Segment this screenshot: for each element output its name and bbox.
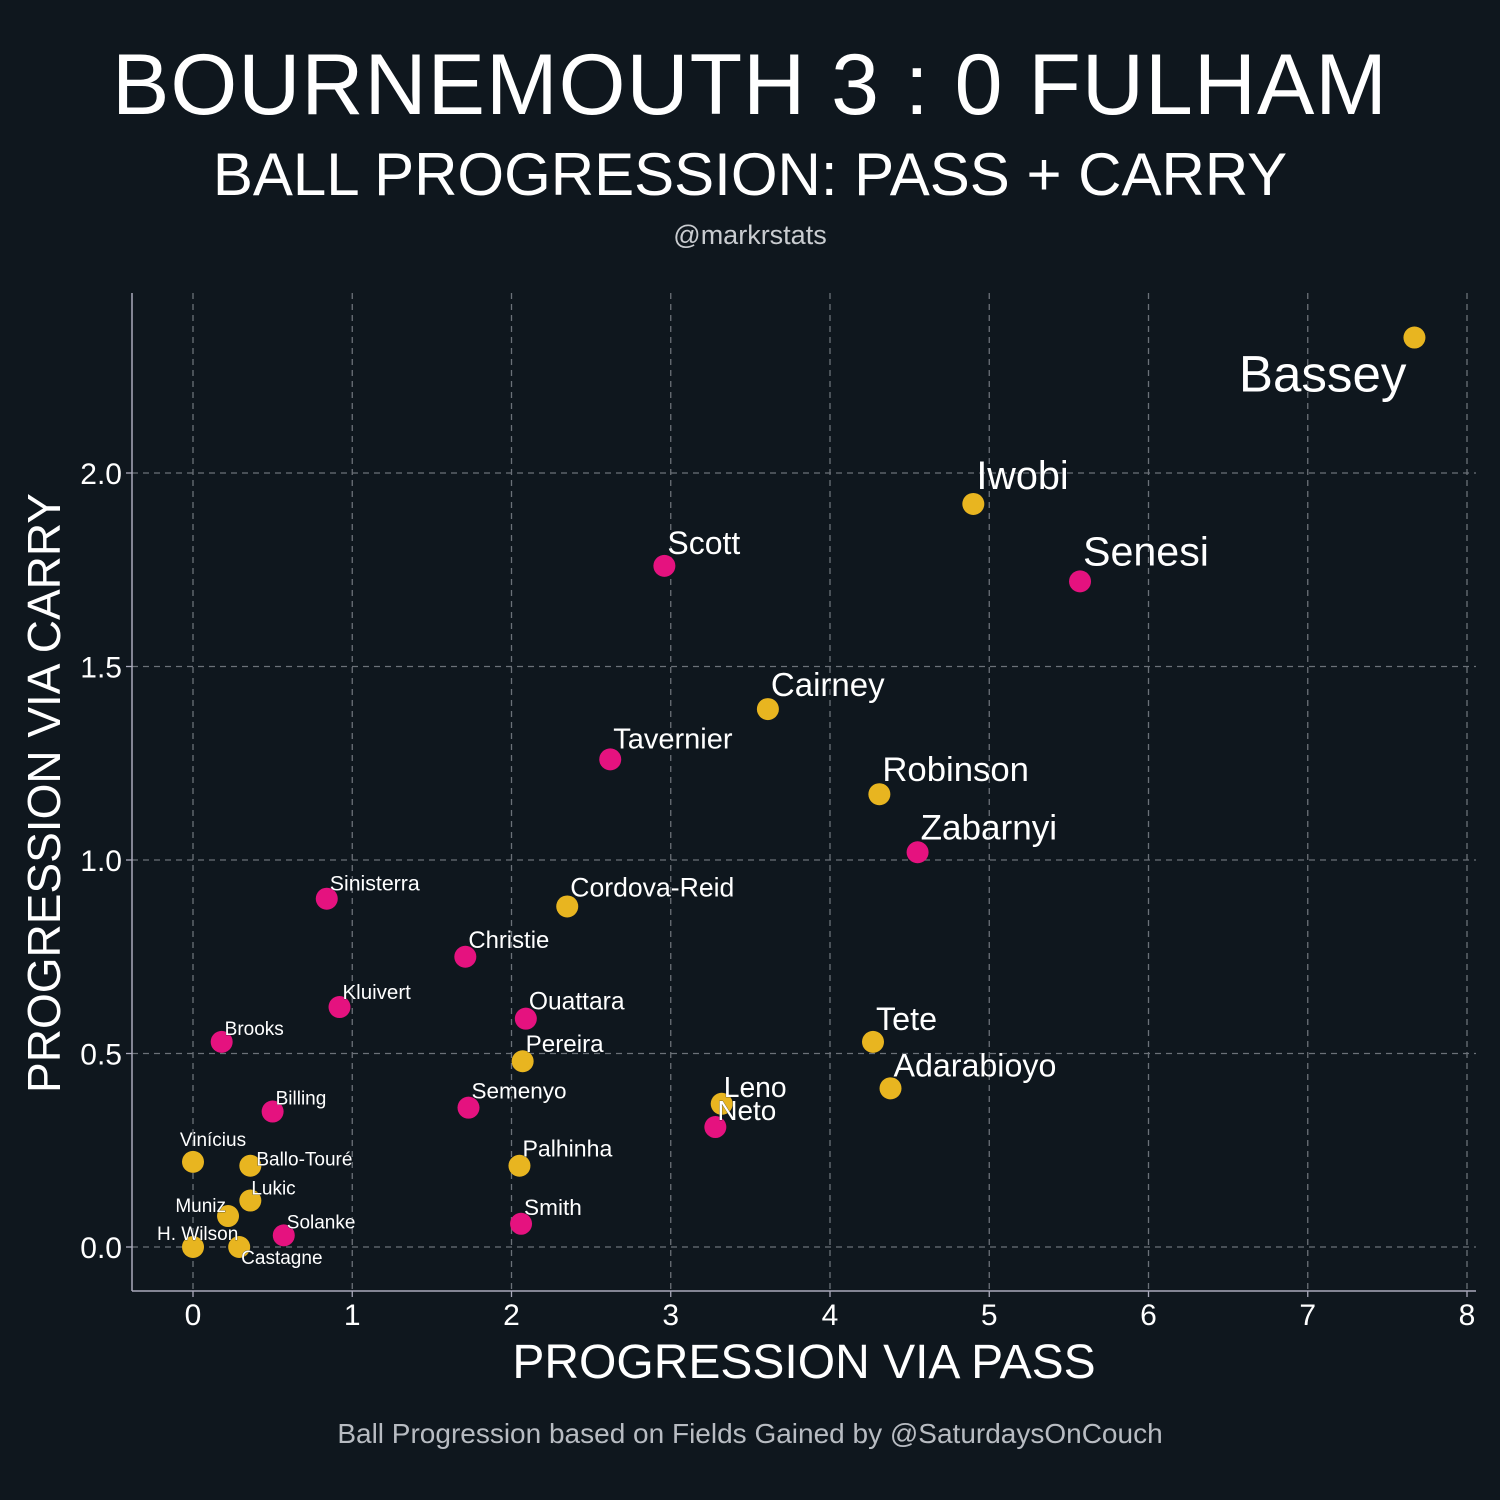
data-point-fulham <box>239 1154 262 1177</box>
data-point-fulham <box>182 1150 204 1173</box>
data-point-fulham <box>756 698 779 721</box>
y-tick-label: 0.0 <box>80 1232 122 1265</box>
point-label: H. Wilson <box>157 1224 238 1245</box>
data-point-bournemouth <box>510 1212 533 1235</box>
chart-subtitle: BALL PROGRESSION: PASS + CARRY <box>212 141 1288 208</box>
point-label: Neto <box>717 1095 776 1126</box>
point-label: Tavernier <box>613 723 733 755</box>
x-tick-label: 7 <box>1299 1299 1316 1332</box>
data-point-fulham <box>182 1236 204 1258</box>
data-point-fulham <box>556 895 579 918</box>
data-point-bournemouth <box>315 887 338 910</box>
point-label: Vinícius <box>180 1130 246 1151</box>
y-tick-label: 1.0 <box>80 845 122 878</box>
y-tick-label: 1.5 <box>80 652 122 685</box>
data-point-bournemouth <box>261 1100 284 1123</box>
chart-title: BOURNEMOUTH 3 : 0 FULHAM <box>112 37 1388 133</box>
point-label: Zabarnyi <box>921 808 1057 847</box>
x-tick-label: 5 <box>981 1299 998 1332</box>
data-point-fulham <box>879 1077 902 1100</box>
data-point-fulham <box>868 783 891 806</box>
data-point-bournemouth <box>653 554 676 577</box>
y-tick-label: 0.5 <box>80 1039 122 1072</box>
data-point-bournemouth <box>514 1007 537 1030</box>
point-label: Cairney <box>771 666 885 703</box>
x-tick-label: 2 <box>503 1299 520 1332</box>
x-tick-label: 3 <box>662 1299 679 1332</box>
x-tick-label: 6 <box>1140 1299 1157 1332</box>
point-label: Cordova-Reid <box>570 872 734 902</box>
point-label: Smith <box>524 1195 582 1220</box>
point-label: Iwobi <box>976 454 1068 498</box>
point-label: Solanke <box>287 1212 356 1233</box>
point-label: Bassey <box>1239 346 1407 403</box>
y-axis-label: PROGRESSION VIA CARRY <box>18 493 70 1093</box>
point-label: Sinisterra <box>330 872 420 896</box>
point-label: Kluivert <box>343 981 412 1004</box>
author-credit: @markrstats <box>673 220 827 250</box>
data-point-bournemouth <box>328 996 351 1019</box>
point-label: Leno <box>724 1071 787 1103</box>
x-tick-label: 4 <box>822 1299 839 1332</box>
data-point-fulham <box>217 1205 240 1228</box>
point-label: Robinson <box>882 751 1029 789</box>
point-label: Semenyo <box>472 1079 567 1104</box>
point-label: Senesi <box>1083 528 1209 574</box>
point-label: Ouattara <box>529 989 625 1016</box>
point-label: Pereira <box>526 1031 605 1058</box>
data-point-bournemouth <box>457 1096 480 1119</box>
data-point-fulham <box>861 1030 884 1053</box>
data-point-bournemouth <box>454 945 477 968</box>
axes: 0 1 2 3 4 5 6 7 8 0.0 0.5 1.0 1.5 2.0 <box>80 293 1476 1332</box>
x-tick-label: 1 <box>344 1299 361 1332</box>
data-point-fulham <box>1403 326 1426 349</box>
point-label: Billing <box>276 1089 327 1110</box>
footer-note: Ball Progression based on Fields Gained … <box>337 1418 1163 1449</box>
data-point-bournemouth <box>599 748 622 771</box>
data-point-fulham <box>511 1050 534 1073</box>
data-point-bournemouth <box>210 1030 233 1053</box>
data-point-bournemouth <box>272 1224 295 1247</box>
x-tick-label: 0 <box>185 1299 202 1332</box>
data-point-fulham <box>508 1154 531 1177</box>
data-point-bournemouth <box>704 1116 727 1139</box>
data-point-fulham <box>228 1236 251 1258</box>
y-tick-label: 2.0 <box>80 458 122 491</box>
point-label: Tete <box>876 1001 937 1037</box>
data-point-bournemouth <box>1069 570 1092 593</box>
points <box>182 326 1426 1258</box>
point-label: Brooks <box>225 1019 284 1040</box>
data-point-fulham <box>710 1092 733 1115</box>
point-label: Palhinha <box>522 1136 612 1162</box>
point-label: Christie <box>468 927 549 954</box>
data-point-fulham <box>962 492 985 515</box>
x-tick-label: 8 <box>1459 1299 1476 1332</box>
x-axis-label: PROGRESSION VIA PASS <box>512 1336 1095 1389</box>
point-label: Adarabioyo <box>894 1047 1057 1083</box>
data-point-fulham <box>239 1189 262 1212</box>
point-labels: Senesi Scott Tavernier Zabarnyi Sinisterra Ch… <box>157 345 1407 1269</box>
point-label: Ballo-Touré <box>256 1150 352 1171</box>
point-label: Lukic <box>251 1179 295 1200</box>
point-label: Scott <box>667 525 740 561</box>
grid <box>132 293 1476 1291</box>
point-label: Castagne <box>241 1248 322 1269</box>
point-label: Muniz <box>175 1196 226 1217</box>
data-point-bournemouth <box>906 841 929 864</box>
